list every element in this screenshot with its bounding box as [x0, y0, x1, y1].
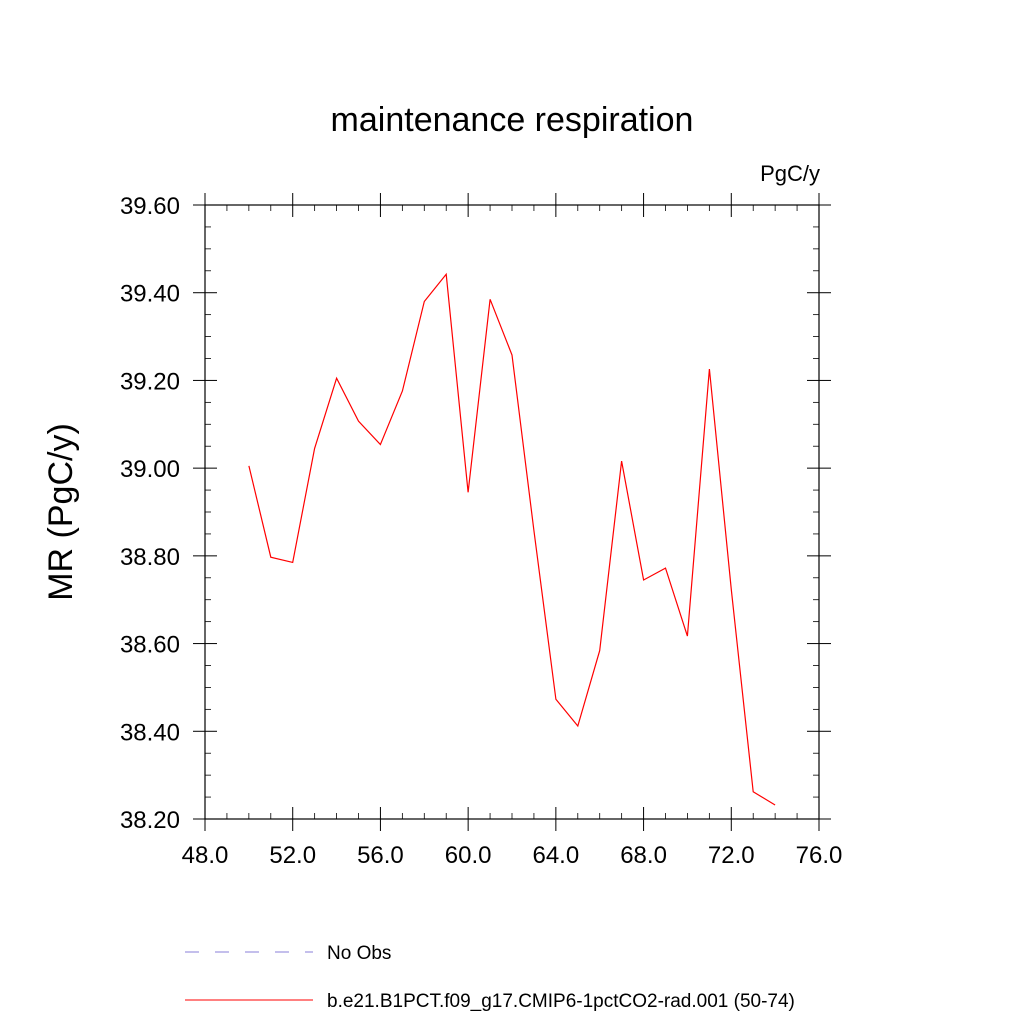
x-tick-labels: 48.0 52.0 56.0 60.0 64.0 68.0 72.0 76.0	[182, 842, 843, 869]
x-tick-label: 48.0	[182, 842, 229, 869]
x-tick-label: 72.0	[708, 842, 755, 869]
y-tick-label: 38.40	[120, 719, 180, 746]
x-tick-label: 52.0	[269, 842, 316, 869]
y-tick-label: 38.80	[120, 544, 180, 571]
y-tick-label: 38.20	[120, 807, 180, 834]
y-tick-label: 38.60	[120, 632, 180, 659]
legend-label: No Obs	[327, 943, 391, 964]
axis-ticks	[193, 193, 831, 831]
y-tick-label: 39.20	[120, 368, 180, 395]
y-tick-label: 39.60	[120, 193, 180, 220]
x-tick-label: 60.0	[445, 842, 492, 869]
plot-frame	[204, 204, 820, 820]
x-tick-label: 68.0	[620, 842, 667, 869]
legend: No Obs b.e21.B1PCT.f09_g17.CMIP6-1pctCO2-…	[185, 943, 795, 1012]
x-tick-label: 76.0	[796, 842, 843, 869]
x-tick-label: 64.0	[532, 842, 579, 869]
series-group	[248, 272, 776, 806]
series-line	[248, 272, 776, 806]
y-tick-label: 39.40	[120, 281, 180, 308]
y-axis-label: MR (PgC/y)	[42, 423, 80, 601]
y-tick-labels: 38.20 38.40 38.60 38.80 39.00 39.20 39.40 39.60	[120, 193, 180, 834]
legend-label: b.e21.B1PCT.f09_g17.CMIP6-1pctCO2-rad.00…	[327, 991, 795, 1012]
chart-title: maintenance respiration	[331, 101, 694, 139]
y-tick-label: 39.00	[120, 456, 180, 483]
x-tick-label: 56.0	[357, 842, 404, 869]
units-label: PgC/y	[760, 161, 820, 186]
